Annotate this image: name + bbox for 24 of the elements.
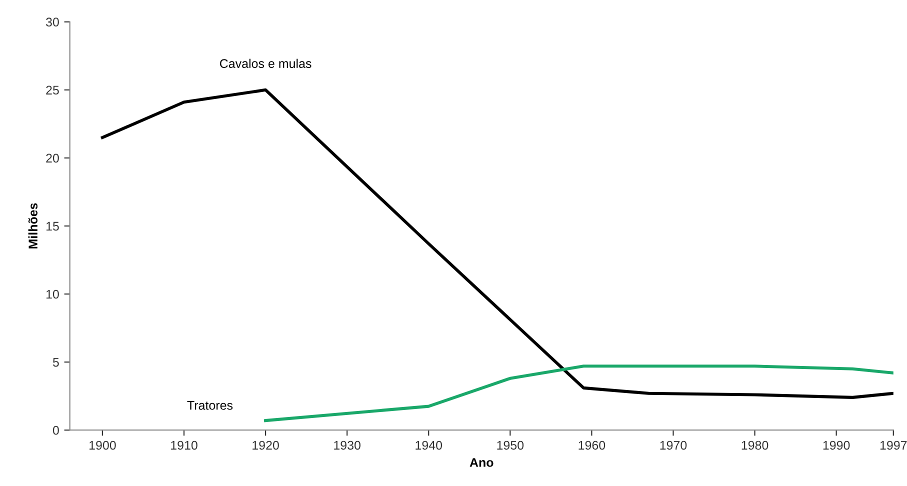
y-tick-label: 15	[46, 222, 59, 231]
x-axis-title: Ano	[470, 458, 494, 467]
x-tick-label: 1960	[578, 440, 606, 450]
y-tick-label: 0	[52, 426, 59, 435]
x-tick-label: 1950	[497, 440, 524, 450]
text: Tratores	[187, 401, 233, 410]
x-tick-label: 1910	[171, 440, 198, 450]
x-tick-label: 1920	[252, 440, 279, 450]
text: Cavalos e mulas	[220, 58, 312, 68]
line-series	[264, 364, 894, 422]
x-tick-label: 1990	[823, 440, 850, 450]
x-tick-label: 1980	[742, 440, 768, 450]
x-tick-label: 1940	[416, 440, 442, 450]
x-tick-label: 1997	[880, 440, 907, 450]
y-tick-label: 5	[52, 358, 59, 367]
y-axis-title: Milhões	[28, 203, 38, 248]
x-tick-label: 1930	[334, 440, 360, 450]
x-tick-label: 1900	[90, 440, 116, 450]
y-tick-label: 10	[46, 290, 59, 299]
line-series	[100, 88, 894, 399]
y-tick-label: 20	[46, 154, 59, 163]
x-tick-label: 1970	[660, 440, 687, 450]
y-tick-label: 30	[46, 18, 59, 27]
y-tick-label: 25	[46, 86, 59, 95]
